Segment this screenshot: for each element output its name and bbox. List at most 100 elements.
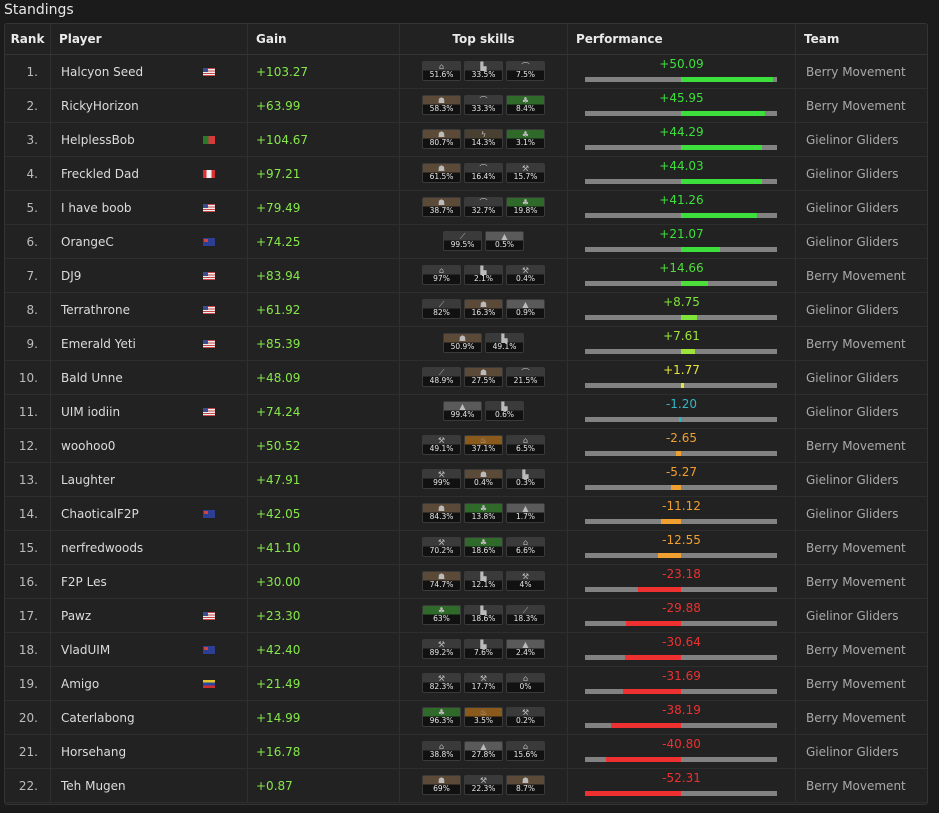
sword-icon: ⟋ — [459, 232, 466, 241]
header-gain[interactable]: Gain — [248, 24, 400, 54]
skill-badge: ⌂ 0% — [506, 673, 545, 693]
player-name[interactable]: Terrathrone — [61, 303, 130, 317]
arc-icon: ⌒ — [521, 62, 530, 71]
player-name[interactable]: I have boob — [61, 201, 132, 215]
player-name[interactable]: UIM iodiin — [61, 405, 121, 419]
table-row[interactable]: 20. Caterlabong +14.99 ♣ 96.3% ♨ 3.5% ⚒ 0.2% -38.… — [5, 701, 927, 735]
table-row[interactable]: 3. HelplessBob +104.67 ☗ 80.7% ϟ 14.3% ♣ 3.1% +44… — [5, 123, 927, 157]
team-name[interactable]: Berry Movement — [806, 439, 906, 453]
team-name[interactable]: Berry Movement — [806, 677, 906, 691]
skill-badge: ⌒ 7.5% — [506, 61, 545, 81]
team-name[interactable]: Berry Movement — [806, 711, 906, 725]
team-name[interactable]: Berry Movement — [806, 541, 906, 555]
player-name[interactable]: Amigo — [61, 677, 100, 691]
skill-percent: 82% — [433, 308, 450, 317]
team-name[interactable]: Gielinor Gliders — [806, 507, 899, 521]
skill-percent: 69% — [433, 784, 450, 793]
boot-icon: ▙ — [522, 470, 529, 479]
table-row[interactable]: 12. woohoo0 +50.52 ⚒ 49.1% ♨ 37.1% ⌂ 6.5% -2.65 Be… — [5, 429, 927, 463]
skill-badge: ⚒ 15.7% — [506, 163, 545, 183]
table-row[interactable]: 10. Bald Unne +48.09 ⟋ 48.9% ☗ 27.5% ⌒ 21.5% +1.7… — [5, 361, 927, 395]
performance-bar — [585, 553, 777, 558]
table-row[interactable]: 21. Horsehang +16.78 ⌂ 38.8% ▲ 27.8% ⌂ 15.6% -40.… — [5, 735, 927, 769]
player-name[interactable]: Pawz — [61, 609, 92, 623]
table-row[interactable]: 11. UIM iodiin +74.24 ▲ 99.4% ▙ 0.6% -1.20 Gieli… — [5, 395, 927, 429]
table-row[interactable]: 1. Halcyon Seed +103.27 ⌂ 51.6% ▙ 33.5% ⌒ 7.5% +5… — [5, 55, 927, 89]
player-name[interactable]: ChaoticalF2P — [61, 507, 139, 521]
sword-icon: ⟋ — [522, 606, 529, 615]
team-name[interactable]: Gielinor Gliders — [806, 235, 899, 249]
table-row[interactable]: 7. DJ9 +83.94 ⌂ 97% ▙ 2.1% ⚒ 0.4% +14.66 Berry Mov… — [5, 259, 927, 293]
performance-bar — [585, 689, 777, 694]
team-name[interactable]: Berry Movement — [806, 337, 906, 351]
cape-icon: ☗ — [437, 504, 446, 513]
country-flag-icon — [203, 680, 215, 688]
player-name[interactable]: Bald Unne — [61, 371, 123, 385]
team-name[interactable]: Gielinor Gliders — [806, 201, 899, 215]
header-performance[interactable]: Performance — [568, 24, 796, 54]
table-row[interactable]: 22. Teh Mugen +0.87 ☗ 69% ⚒ 22.3% ☗ 8.7% -52.31 Be… — [5, 769, 927, 803]
team-name[interactable]: Berry Movement — [806, 99, 906, 113]
team-name[interactable]: Gielinor Gliders — [806, 405, 899, 419]
player-name[interactable]: RickyHorizon — [61, 99, 139, 113]
player-name[interactable]: Teh Mugen — [61, 779, 126, 793]
skill-percent: 50.9% — [450, 342, 475, 351]
player-name[interactable]: Freckled Dad — [61, 167, 139, 181]
table-row[interactable]: 18. VladUIM +42.40 ⚒ 89.2% ▙ 7.6% ▲ 2.4% -30.64 Be… — [5, 633, 927, 667]
team-name[interactable]: Gielinor Gliders — [806, 745, 899, 759]
player-name[interactable]: DJ9 — [61, 269, 82, 283]
table-row[interactable]: 6. OrangeC +74.25 ⟋ 99.5% ▲ 0.5% +21.07 Gielinor… — [5, 225, 927, 259]
axe-icon: ⚒ — [521, 266, 530, 275]
table-row[interactable]: 16. F2P Les +30.00 ☗ 74.7% ▙ 12.1% ⚒ 4% -23.18 Ber… — [5, 565, 927, 599]
table-row[interactable]: 5. I have boob +79.49 ☗ 38.7% ⌒ 32.7% ♣ 19.8% +41… — [5, 191, 927, 225]
table-row[interactable]: 19. Amigo +21.49 ⚒ 82.3% ⚒ 17.7% ⌂ 0% -31.69 Berry… — [5, 667, 927, 701]
table-row[interactable]: 13. Laughter +47.91 ⚒ 99% ☗ 0.4% ▙ 0.3% -5.27 Giel… — [5, 463, 927, 497]
mountain-icon: ▲ — [522, 640, 529, 649]
player-name[interactable]: HelplessBob — [61, 133, 135, 147]
player-name[interactable]: Horsehang — [61, 745, 127, 759]
table-row[interactable]: 17. Pawz +23.30 ♣ 63% ▙ 18.6% ⟋ 18.3% -29.88 Gieli… — [5, 599, 927, 633]
boot-icon: ▙ — [501, 334, 508, 343]
player-name[interactable]: Emerald Yeti — [61, 337, 136, 351]
team-name[interactable]: Gielinor Gliders — [806, 167, 899, 181]
team-name[interactable]: Berry Movement — [806, 269, 906, 283]
skill-percent: 16.4% — [471, 172, 496, 181]
mountain-icon: ▲ — [522, 504, 529, 513]
header-top-skills[interactable]: Top skills — [400, 24, 568, 54]
header-team[interactable]: Team — [804, 32, 840, 46]
team-name[interactable]: Gielinor Gliders — [806, 473, 899, 487]
team-name[interactable]: Gielinor Gliders — [806, 371, 899, 385]
header-rank[interactable]: Rank — [5, 24, 51, 54]
table-row[interactable]: 2. RickyHorizon +63.99 ☗ 58.3% ⌒ 33.3% ♣ 8.4% +45… — [5, 89, 927, 123]
player-name[interactable]: woohoo0 — [61, 439, 116, 453]
skill-percent: 99.4% — [450, 410, 475, 419]
table-row[interactable]: 9. Emerald Yeti +85.39 ☗ 50.9% ▙ 49.1% +7.61 Ber… — [5, 327, 927, 361]
skill-percent: 6.6% — [515, 546, 536, 555]
player-name[interactable]: Halcyon Seed — [61, 65, 144, 79]
team-name[interactable]: Berry Movement — [806, 65, 906, 79]
skill-percent: 15.7% — [513, 172, 538, 181]
player-name[interactable]: nerfredwoods — [61, 541, 144, 555]
table-row[interactable]: 4. Freckled Dad +97.21 ☗ 61.5% ⌒ 16.4% ⚒ 15.7% +4… — [5, 157, 927, 191]
performance-bar-fill — [624, 655, 681, 660]
player-name[interactable]: OrangeC — [61, 235, 114, 249]
table-row[interactable]: 14. ChaoticalF2P +42.05 ☗ 84.3% ♣ 13.8% ▲ 1.7% -1… — [5, 497, 927, 531]
player-name[interactable]: Laughter — [61, 473, 115, 487]
player-name[interactable]: Caterlabong — [61, 711, 135, 725]
table-row[interactable]: 15. nerfredwoods +41.10 ⚒ 70.2% ♣ 18.6% ⌂ 6.6% -1… — [5, 531, 927, 565]
performance-value: +41.26 — [659, 193, 704, 207]
team-name[interactable]: Berry Movement — [806, 575, 906, 589]
player-name[interactable]: VladUIM — [61, 643, 111, 657]
team-name[interactable]: Berry Movement — [806, 643, 906, 657]
team-name[interactable]: Gielinor Gliders — [806, 609, 899, 623]
team-name[interactable]: Gielinor Gliders — [806, 303, 899, 317]
table-row[interactable]: 8. Terrathrone +61.92 ⟋ 82% ☗ 16.3% ▲ 0.9% +8.75 G… — [5, 293, 927, 327]
header-player[interactable]: Player — [51, 24, 248, 54]
team-name[interactable]: Berry Movement — [806, 779, 906, 793]
player-name[interactable]: F2P Les — [61, 575, 107, 589]
arc-icon: ⌒ — [521, 368, 530, 377]
top-skills: ☗ 38.7% ⌒ 32.7% ♣ 19.8% — [400, 197, 567, 219]
country-flag-icon — [203, 238, 215, 246]
leaf-icon: ♣ — [521, 96, 530, 105]
team-name[interactable]: Gielinor Gliders — [806, 133, 899, 147]
